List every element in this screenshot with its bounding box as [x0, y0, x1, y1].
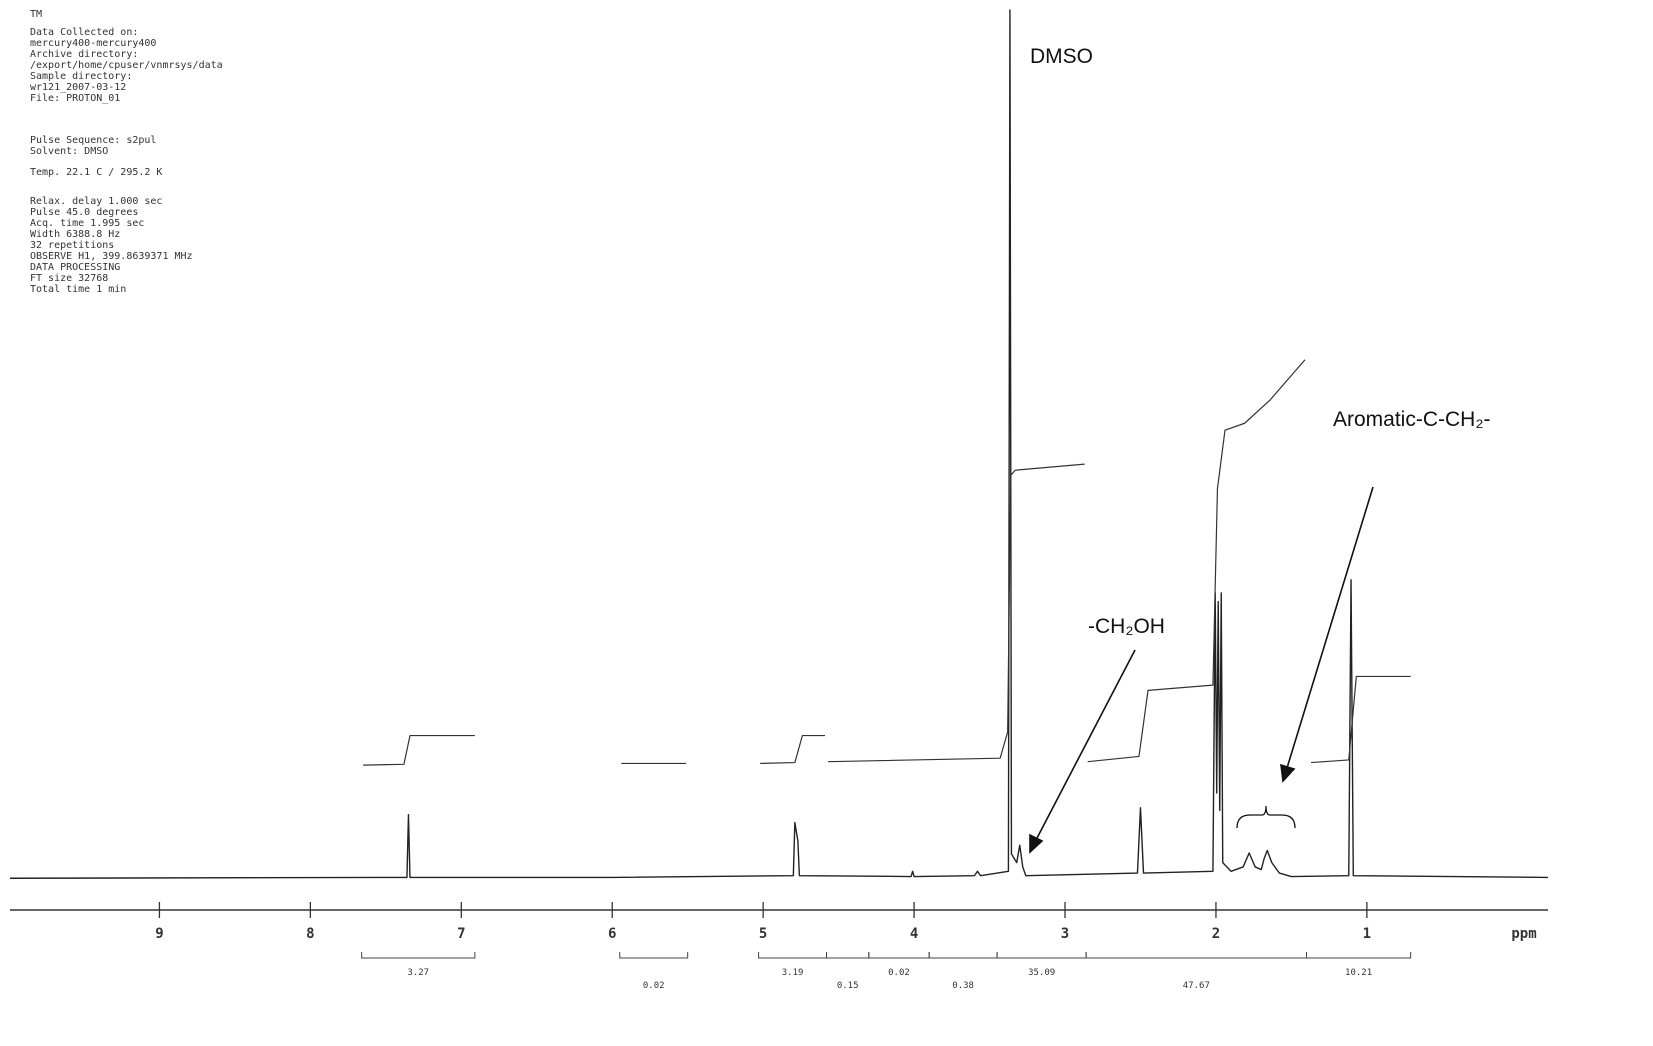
header-line: wr121_2007-03-12 — [30, 82, 126, 93]
integration-value: 3.27 — [407, 968, 429, 978]
header-line: Archive directory: — [30, 49, 138, 60]
integration-value: 10.21 — [1345, 968, 1372, 978]
x-tick-label: 2 — [1212, 926, 1220, 942]
header-line: Sample directory: — [30, 71, 132, 82]
integration-value: 0.02 — [888, 968, 910, 978]
x-tick-label: 5 — [759, 926, 767, 942]
header-line: FT size 32768 — [30, 273, 108, 284]
header-line: Pulse Sequence: s2pul — [30, 135, 156, 146]
header-line: Data Collected on: — [30, 27, 138, 38]
background — [0, 0, 1653, 1046]
header-line: Temp. 22.1 C / 295.2 K — [30, 167, 162, 178]
header-line: TM — [30, 9, 42, 20]
header-line: /export/home/cpuser/vnmrsys/data — [30, 60, 223, 71]
spectrum-chart: DMSO -CH₂OH Aromatic-C-CH₂- TM Data Colle… — [0, 0, 1653, 1046]
annotation: -CH₂OH — [1088, 615, 1165, 638]
integration-value: 3.19 — [782, 968, 804, 978]
x-axis-label: ppm — [1511, 926, 1536, 942]
integration-value: 35.09 — [1028, 968, 1055, 978]
integration-value: 0.15 — [837, 981, 859, 991]
x-tick-label: 9 — [155, 926, 163, 942]
header-line: DATA PROCESSING — [30, 262, 120, 273]
x-tick-label: 6 — [608, 926, 616, 942]
header-line: OBSERVE H1, 399.8639371 MHz — [30, 251, 193, 262]
header-line: File: PROTON_01 — [30, 93, 120, 104]
integration-value: 0.02 — [643, 981, 665, 991]
header-line: Solvent: DMSO — [30, 146, 108, 157]
header-line: Relax. delay 1.000 sec — [30, 196, 162, 207]
integration-value: 47.67 — [1183, 981, 1210, 991]
x-tick-label: 3 — [1061, 926, 1069, 942]
x-tick-label: 1 — [1363, 926, 1371, 942]
integration-value: 0.38 — [952, 981, 974, 991]
x-tick-label: 7 — [457, 926, 465, 942]
x-tick-label: 4 — [910, 926, 918, 942]
header-line: Pulse 45.0 degrees — [30, 207, 138, 218]
header-line: 32 repetitions — [30, 240, 114, 251]
annotation: DMSO — [1030, 45, 1093, 68]
annotation: Aromatic-C-CH₂- — [1333, 408, 1490, 431]
header-line: Acq. time 1.995 sec — [30, 218, 144, 229]
header-line: Width 6388.8 Hz — [30, 229, 120, 240]
x-tick-label: 8 — [306, 926, 314, 942]
header-line: Total time 1 min — [30, 284, 126, 295]
header-line: mercury400-mercury400 — [30, 38, 156, 49]
